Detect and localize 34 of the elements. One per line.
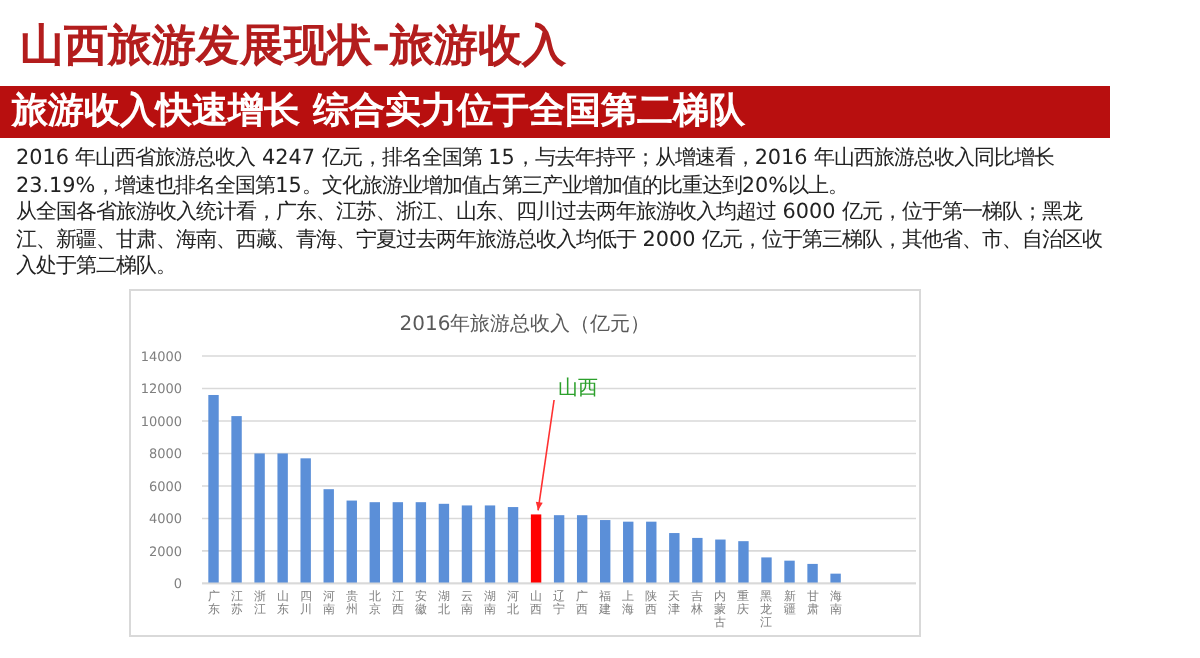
text: 山西旅游发展现状-旅游收入 xyxy=(20,20,567,76)
bar xyxy=(346,500,357,584)
bar xyxy=(553,515,565,584)
bar xyxy=(738,541,749,584)
bar xyxy=(300,458,311,584)
bar xyxy=(692,537,703,584)
bar xyxy=(623,521,634,584)
chart-title: 2016年旅游总收入（亿元） xyxy=(399,312,651,336)
bar xyxy=(461,505,473,584)
bar xyxy=(507,507,519,584)
bar xyxy=(600,520,611,584)
annotation: 山西 xyxy=(558,376,599,400)
bar xyxy=(784,560,795,584)
bar xyxy=(715,539,726,584)
text: 旅游收入快速增长 综合实力位于全国第二梯队 xyxy=(0,86,1110,138)
bar xyxy=(807,563,818,584)
bar xyxy=(277,453,288,584)
bar xyxy=(484,505,496,584)
bar xyxy=(576,515,588,584)
bar xyxy=(761,557,772,584)
bar xyxy=(830,573,841,584)
bar xyxy=(646,521,657,584)
bar xyxy=(254,453,265,584)
bar xyxy=(438,503,450,584)
bar xyxy=(530,514,542,584)
bar xyxy=(392,502,404,584)
text: 从全国各省旅游收入统计看，广东、江苏、浙江、山东、四川过去两年旅游收入均超过 6000 亿元，位于第一梯队；黑龙江、新疆、甘肃、海南、西藏、青海、宁夏过去两年旅游总收入均低于 2000 亿元，位于第三梯队，其他省、市、自治区收入处于第二梯队。 xyxy=(16,200,1105,281)
bar xyxy=(208,394,219,584)
bar xyxy=(231,416,242,584)
bar xyxy=(369,502,380,584)
bar xyxy=(415,502,427,584)
text: 2016 年山西省旅游总收入 4247 亿元，排名全国第 15，与去年持平；从增速看，2016 年山西旅游总收入同比增长 23.19%，增速也排名全国第15。文化旅游业增加值占第三产业增加值的比重达到20%以上。 xyxy=(16,146,1057,200)
bar xyxy=(669,533,680,584)
bar xyxy=(323,489,334,584)
